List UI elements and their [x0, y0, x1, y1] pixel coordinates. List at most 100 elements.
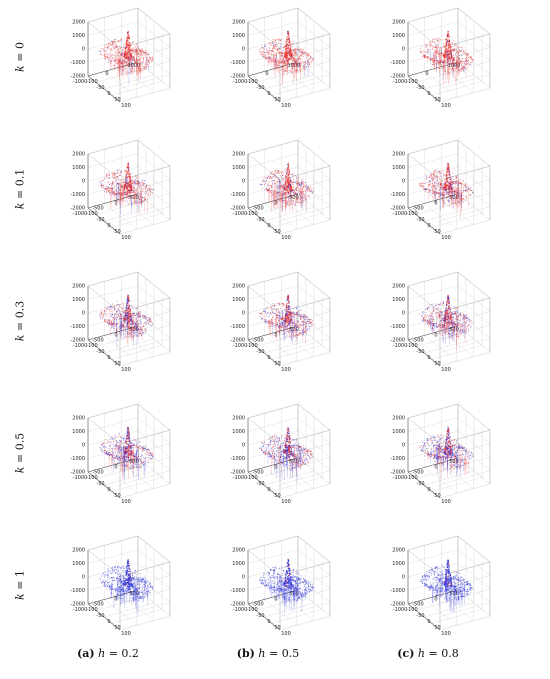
surface-point: [128, 182, 130, 184]
surface-point: [136, 202, 138, 204]
surface-point: [146, 54, 149, 56]
surface-point: [446, 168, 448, 170]
surface-point: [463, 50, 465, 52]
axes-box: [87, 7, 171, 103]
axis-edge: [247, 139, 299, 155]
surface-point: [128, 172, 130, 174]
surface-point: [291, 46, 293, 48]
z-tick-label: -1000: [390, 60, 405, 66]
surface-point: [447, 193, 449, 195]
grid-line: [104, 71, 137, 98]
x-tick-label: 50: [434, 97, 440, 103]
surface-point: [293, 189, 295, 191]
surface-point: [145, 66, 147, 68]
surface-point: [126, 176, 128, 178]
axis-edge: [407, 7, 459, 23]
x-tick-label: -50: [416, 217, 424, 223]
surface-point: [286, 173, 288, 176]
surface-point: [274, 170, 276, 172]
surface-point: [119, 171, 122, 173]
surface-point: [113, 181, 115, 184]
grid-line: [431, 81, 483, 96]
surface-point: [102, 316, 104, 318]
surface-point: [135, 70, 137, 72]
surface-point: [458, 183, 460, 185]
surface-point: [140, 326, 142, 328]
surface-point: [145, 185, 147, 187]
surface-point: [431, 175, 433, 177]
surface-point: [295, 50, 297, 52]
tick-labels: 200010000-1000-200010000-1000-100-500501…: [230, 20, 300, 110]
surface-point: [290, 56, 292, 58]
surface-point: [277, 172, 279, 174]
z-tick-label: 0: [82, 311, 85, 317]
surface-point: [142, 200, 144, 202]
surface-point: [460, 60, 462, 62]
surface-point: [431, 45, 433, 47]
surface-point: [455, 49, 457, 51]
surface-point: [441, 67, 443, 69]
surface-point: [135, 308, 137, 310]
surface-point: [112, 41, 114, 43]
surface-point: [108, 190, 111, 192]
surface-point: [442, 45, 444, 47]
surface-point: [306, 56, 308, 59]
surface-point: [283, 180, 285, 183]
surface-point: [114, 185, 116, 187]
grid-line: [247, 21, 299, 36]
surface-point: [450, 183, 452, 186]
surface-point: [123, 44, 125, 46]
surface-point: [441, 182, 443, 184]
surface-point: [290, 51, 292, 53]
surface-point: [127, 328, 129, 331]
surface-point: [283, 52, 285, 55]
surface-point: [148, 56, 151, 58]
surface-point: [126, 169, 128, 171]
axis-edge: [137, 7, 171, 35]
surface-point: [438, 38, 440, 40]
surface-point: [446, 55, 448, 58]
surface-point: [273, 44, 275, 46]
surface-point: [449, 60, 451, 62]
surface-point: [102, 314, 104, 316]
surface-point: [126, 64, 128, 66]
surface-point: [295, 187, 297, 189]
surface-point: [288, 192, 290, 194]
surface-point: [287, 164, 290, 166]
x-tick-label: -100: [406, 211, 417, 217]
surface-point: [282, 49, 284, 51]
surface-point: [116, 54, 118, 56]
surface-point: [305, 184, 308, 186]
surface-point: [115, 57, 117, 60]
surface-point: [132, 186, 134, 188]
surface-point: [141, 186, 143, 188]
x-tick-label: -100: [246, 211, 257, 217]
surface-point: [309, 56, 312, 58]
grid-line: [87, 21, 139, 36]
surface-point: [285, 189, 287, 191]
surface-plot: 200010000-1000-200010000-1000-100-500501…: [70, 7, 171, 109]
surface-point: [423, 188, 425, 190]
surface-point: [279, 61, 281, 63]
surface-point: [301, 188, 303, 190]
surface-point: [444, 181, 446, 183]
surface-point: [284, 178, 286, 180]
surface-point: [288, 190, 291, 192]
y-tick-label: -1000: [73, 343, 88, 349]
surface-point: [268, 42, 270, 44]
surface-point: [447, 48, 449, 50]
surface-point: [111, 41, 113, 43]
surface-point: [268, 46, 270, 48]
surface-point: [281, 186, 283, 188]
surface-point: [449, 43, 451, 45]
surface-point: [271, 49, 273, 51]
surface-point: [114, 191, 116, 193]
surface-point: [151, 61, 153, 63]
surface-point: [280, 45, 282, 47]
surface-point: [280, 66, 282, 68]
surface-point: [127, 63, 129, 65]
z-tick-label: -1000: [70, 324, 85, 330]
surface-point: [135, 200, 137, 203]
surface-point: [261, 46, 263, 48]
